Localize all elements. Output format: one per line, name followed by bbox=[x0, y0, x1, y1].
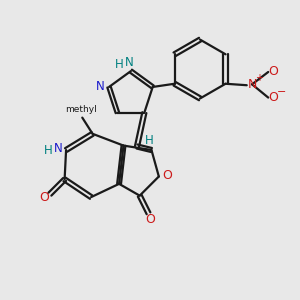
Text: +: + bbox=[255, 73, 263, 83]
Text: N: N bbox=[248, 78, 257, 91]
Text: O: O bbox=[145, 213, 155, 226]
Text: O: O bbox=[40, 190, 50, 204]
Text: H: H bbox=[115, 58, 124, 71]
Text: N: N bbox=[53, 142, 62, 155]
Text: O: O bbox=[268, 91, 278, 104]
Text: N: N bbox=[125, 56, 134, 69]
Text: O: O bbox=[268, 65, 278, 79]
Text: H: H bbox=[145, 134, 154, 147]
Text: −: − bbox=[277, 87, 286, 97]
Text: methyl: methyl bbox=[65, 105, 97, 114]
Text: N: N bbox=[96, 80, 105, 94]
Text: O: O bbox=[162, 169, 172, 182]
Text: H: H bbox=[44, 144, 52, 158]
